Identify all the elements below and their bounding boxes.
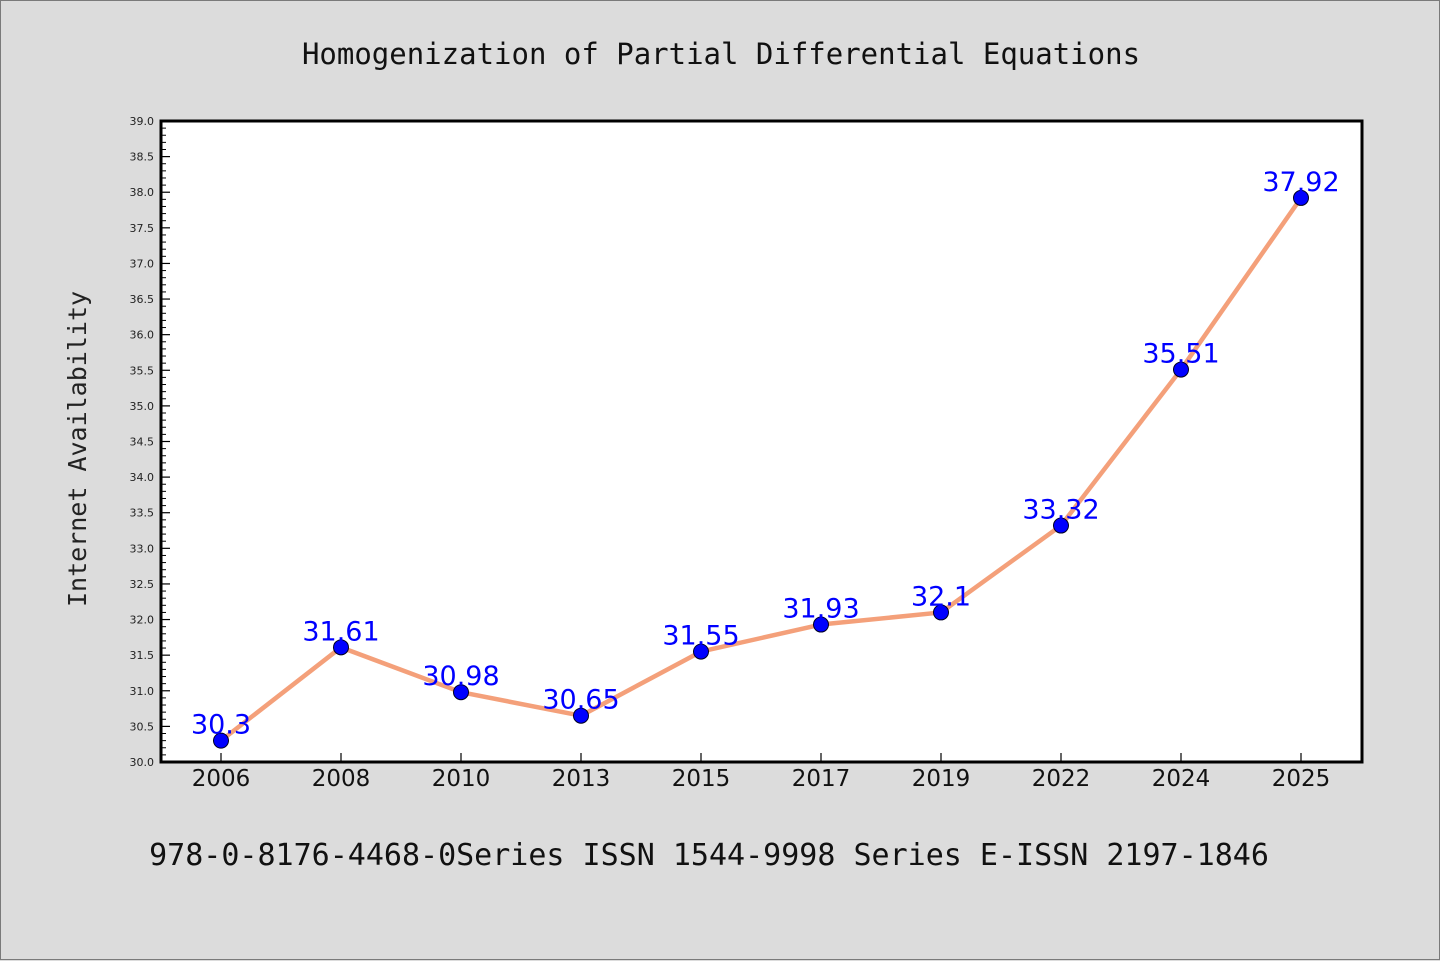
x-tick-label: 2022 [1032,766,1091,792]
x-tick-label: 2017 [792,766,851,792]
x-tick-label: 2008 [312,766,371,792]
data-point [573,707,589,724]
data-point [933,604,949,621]
y-tick-label: 38.5 [130,151,155,164]
series-layer: 30.3 31.61 30.98 30.65 31.55 31.93 32.1 33.32 35… [191,167,1340,749]
y-axis: 30.0 30.5 31.0 31.5 32.0 32.5 33.0 33.5 34.0 34.5… [130,115,170,769]
y-tick-label: 32.5 [130,578,155,591]
y-tick-label: 35.0 [130,400,155,413]
data-label: 35.51 [1142,339,1219,370]
x-tick-label: 2025 [1272,766,1331,792]
data-point [453,684,469,701]
data-label: 32.1 [911,581,971,612]
x-axis: 2006 2008 2010 2013 2015 2017 2019 2022 2024 2025 [192,753,1331,792]
y-tick-label: 37.0 [130,257,155,270]
y-tick-label: 34.0 [130,471,155,484]
data-point [1173,361,1189,378]
y-tick-label: 34.5 [130,436,155,449]
y-tick-label: 36.5 [130,293,155,306]
plot-area [159,119,1364,764]
y-tick-label: 33.5 [130,507,155,520]
y-axis-label: Internet Availability [63,291,92,607]
x-tick-label: 2019 [912,766,971,792]
y-tick-label: 32.0 [130,614,155,627]
data-point [693,643,709,660]
chart-title: Homogenization of Partial Differential E… [302,37,1140,71]
series-line [218,195,1304,743]
data-label: 37.92 [1262,167,1339,198]
x-tick-label: 2010 [432,766,491,792]
y-tick-label: 31.5 [130,649,155,662]
data-label: 31.55 [662,621,739,652]
data-label: 30.98 [422,661,499,692]
y-tick-label: 35.5 [130,364,155,377]
data-point [1053,517,1069,534]
y-tick-label: 30.0 [130,756,155,769]
footer-isbn-issn: 978-0-8176-4468-0Series ISSN 1544-9998 S… [149,838,1269,873]
x-tick-label: 2006 [192,766,251,792]
y-tick-label: 33.0 [130,542,155,555]
data-point [813,616,829,633]
data-label: 31.61 [302,616,379,647]
y-tick-label: 31.0 [130,685,155,698]
data-point [333,639,349,656]
y-tick-label: 37.5 [130,222,155,235]
x-tick-label: 2024 [1152,766,1211,792]
data-point [213,732,229,749]
x-tick-label: 2015 [672,766,731,792]
data-label: 31.93 [782,594,859,625]
x-tick-label: 2013 [552,766,611,792]
data-point [1293,189,1309,206]
data-label: 30.3 [191,710,251,741]
y-tick-label: 36.0 [130,329,155,342]
y-tick-label: 30.5 [130,720,155,733]
data-label: 33.32 [1022,495,1099,526]
data-label: 30.65 [542,685,619,716]
y-tick-label: 38.0 [130,186,155,199]
y-tick-label: 39.0 [130,115,155,128]
